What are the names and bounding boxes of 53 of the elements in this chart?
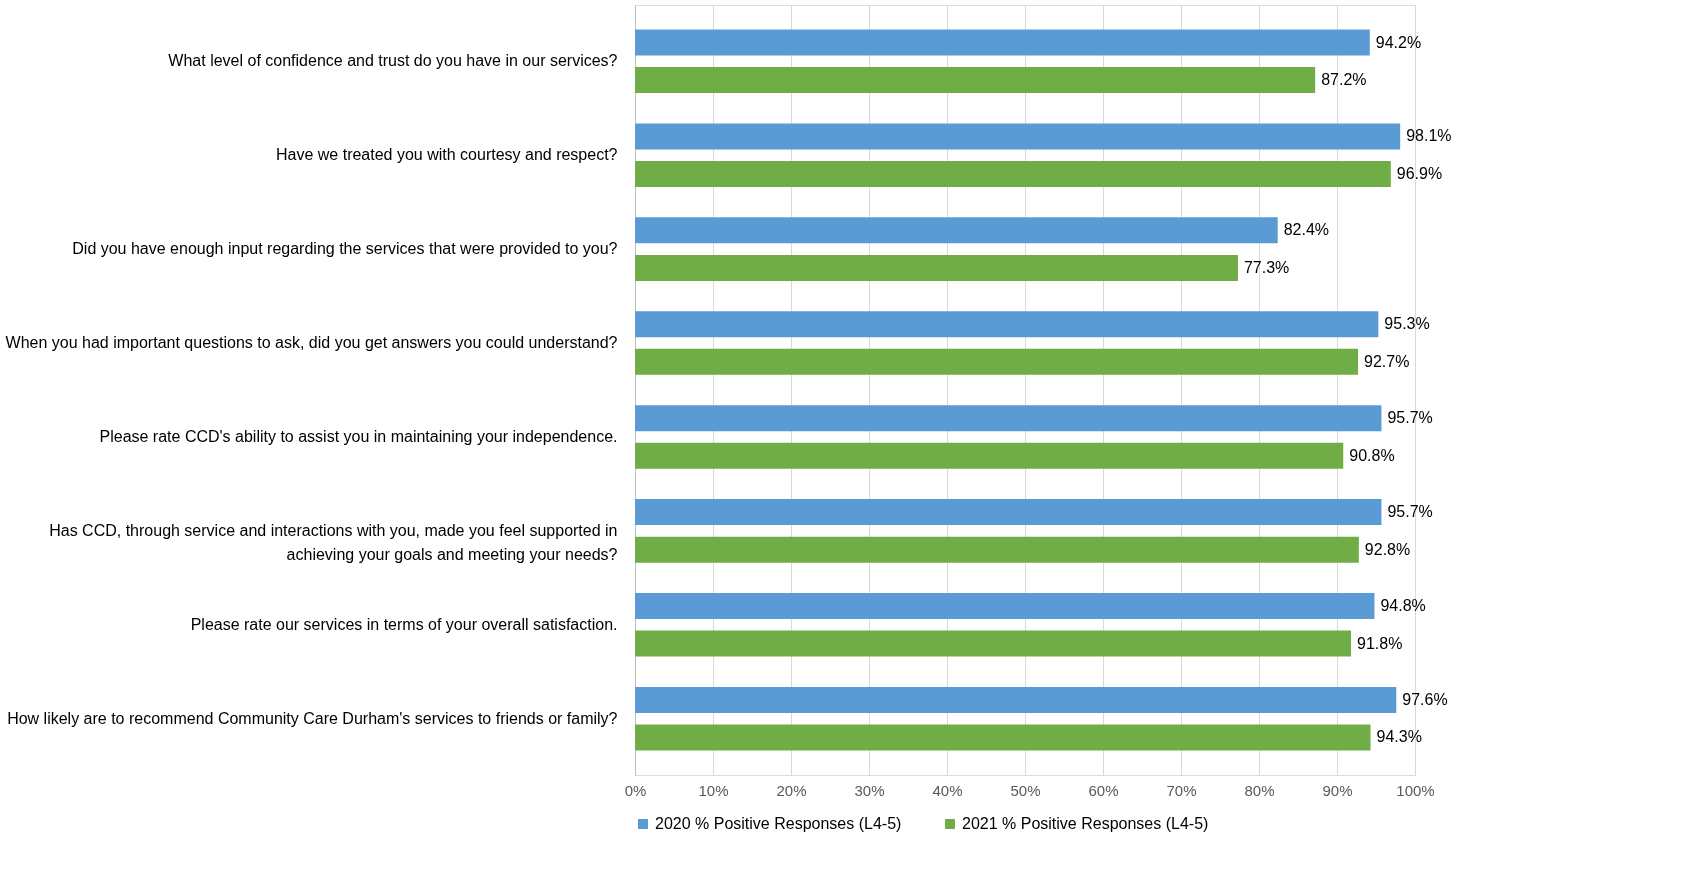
bar bbox=[635, 442, 1344, 469]
bar bbox=[635, 123, 1401, 150]
data-label: 77.3% bbox=[1243, 258, 1290, 276]
bar bbox=[635, 499, 1382, 526]
data-label: 95.3% bbox=[1384, 315, 1430, 333]
x-tick-label: 20% bbox=[776, 781, 807, 799]
data-label: 94.3% bbox=[1376, 728, 1422, 746]
x-tick-label: 60% bbox=[1088, 781, 1119, 799]
x-tick-label: 10% bbox=[698, 781, 729, 799]
x-tick-label: 0% bbox=[624, 781, 647, 799]
data-label: 94.8% bbox=[1380, 596, 1426, 614]
legend-label: 2021 % Positive Responses (L4-5) bbox=[962, 815, 1209, 832]
x-tick-label: 80% bbox=[1244, 781, 1275, 799]
bar bbox=[635, 217, 1278, 244]
y-tick-label: When you had important questions to ask, did you get answers you could understand? bbox=[5, 334, 618, 352]
x-tick-label: 40% bbox=[932, 781, 963, 799]
data-label: 92.8% bbox=[1364, 540, 1411, 558]
data-label: 96.9% bbox=[1396, 165, 1443, 183]
y-tick-label: Have we treated you with courtesy and respect? bbox=[275, 146, 618, 164]
y-tick-label: Please rate CCD's ability to assist you in maintaining your independence. bbox=[99, 427, 618, 445]
y-tick-label: How likely are to recommend Community Care Durham's services to friends or family? bbox=[7, 709, 618, 727]
bar bbox=[635, 348, 1359, 375]
x-tick-label: 30% bbox=[854, 781, 885, 799]
data-label: 92.7% bbox=[1364, 352, 1410, 370]
bar bbox=[635, 405, 1382, 432]
bar bbox=[635, 592, 1375, 619]
legend-label: 2020 % Positive Responses (L4-5) bbox=[655, 815, 902, 832]
data-label: 82.4% bbox=[1283, 221, 1330, 239]
bar bbox=[635, 161, 1391, 188]
bar bbox=[635, 630, 1352, 657]
x-tick-label: 100% bbox=[1396, 781, 1435, 799]
bar bbox=[635, 536, 1359, 563]
bar bbox=[635, 254, 1238, 281]
bar bbox=[635, 29, 1370, 56]
data-label: 91.8% bbox=[1357, 634, 1403, 652]
data-label: 95.7% bbox=[1387, 409, 1433, 427]
data-label: 90.8% bbox=[1349, 446, 1395, 464]
x-tick-label: 70% bbox=[1166, 781, 1197, 799]
data-label: 94.2% bbox=[1375, 33, 1422, 51]
bar bbox=[635, 311, 1379, 338]
data-label: 87.2% bbox=[1321, 71, 1367, 89]
bar bbox=[635, 724, 1371, 751]
y-tick-label: Has CCD, through service and interactions with you, made you feel supported in achieving your goals and meeting your needs? bbox=[49, 521, 618, 563]
x-tick-label: 50% bbox=[1010, 781, 1041, 799]
data-label: 98.1% bbox=[1406, 127, 1452, 145]
bar bbox=[635, 686, 1397, 713]
x-tick-label: 90% bbox=[1322, 781, 1353, 799]
y-tick-label: Please rate our services in terms of your overall satisfaction. bbox=[190, 615, 618, 633]
bar bbox=[635, 67, 1316, 94]
y-tick-label: Did you have enough input regarding the services that were provided to you? bbox=[72, 240, 618, 258]
data-label: 95.7% bbox=[1387, 503, 1433, 521]
data-label: 97.6% bbox=[1402, 690, 1448, 708]
y-tick-label: What level of confidence and trust do you have in our services? bbox=[168, 52, 618, 70]
